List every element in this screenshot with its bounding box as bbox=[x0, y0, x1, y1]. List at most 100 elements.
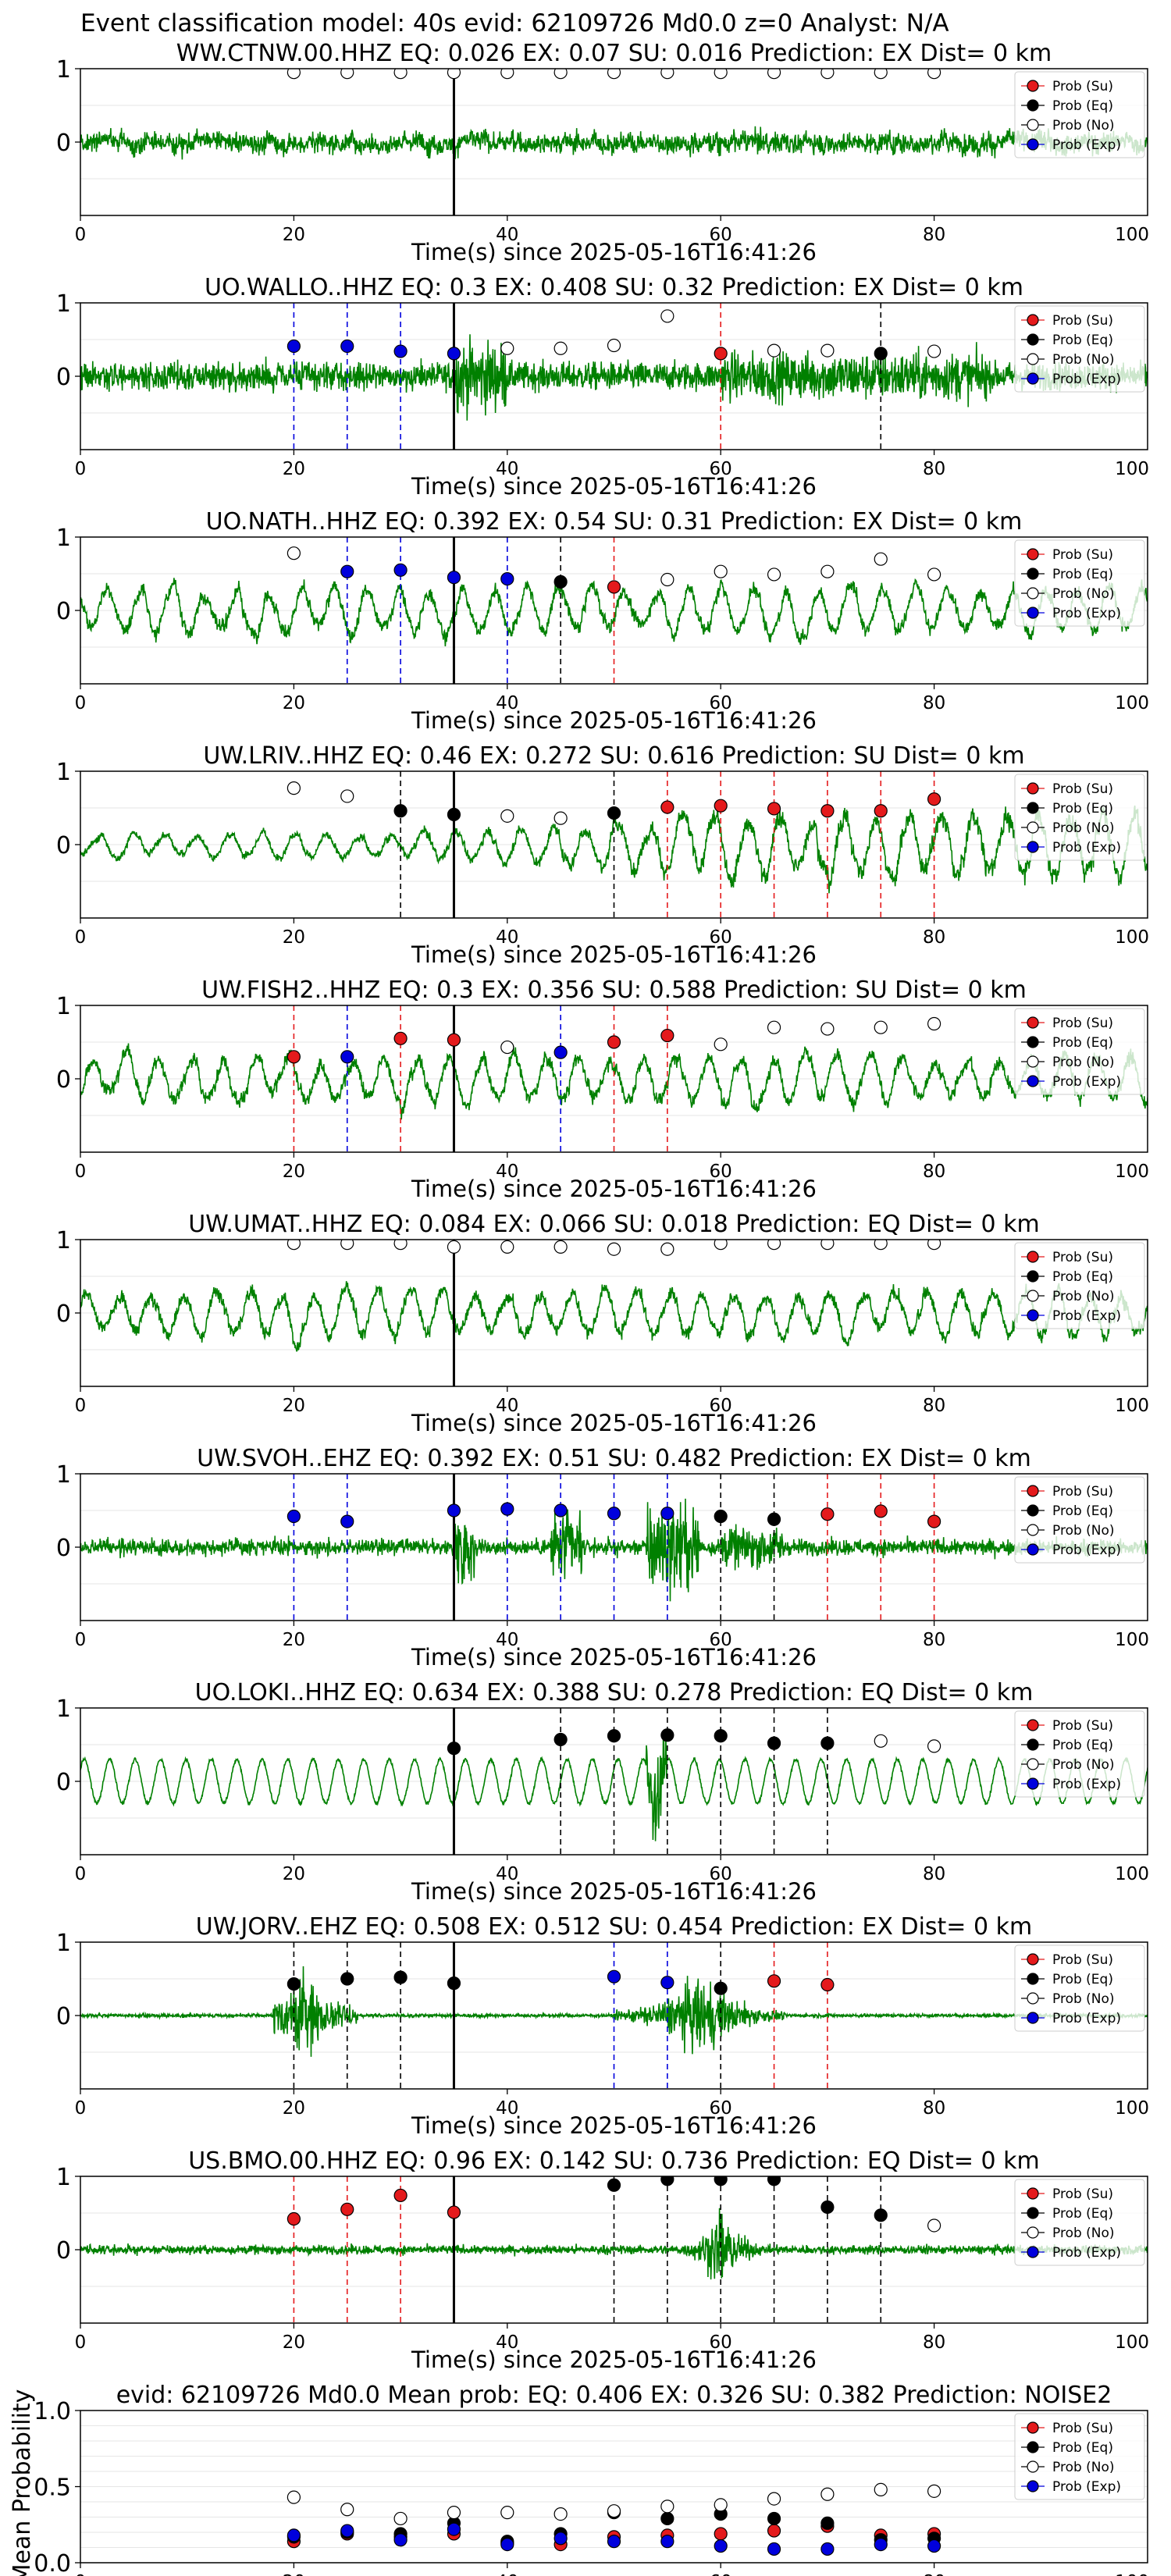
prob-point-eq bbox=[340, 1972, 354, 1986]
prob-point-su bbox=[820, 804, 835, 818]
prob-point-no bbox=[660, 69, 674, 80]
prob-point-no bbox=[874, 1020, 888, 1034]
waveform-trace bbox=[80, 334, 1148, 421]
legend-marker-eq bbox=[1027, 568, 1039, 580]
legend-label: Prob (Eq) bbox=[1052, 333, 1113, 348]
prob-point-exp bbox=[447, 347, 461, 361]
mean-prob-point-exp bbox=[660, 2535, 674, 2549]
legend-marker-su bbox=[1027, 1719, 1039, 1731]
prob-point-eq bbox=[287, 1976, 301, 1991]
legend-marker-su bbox=[1027, 548, 1039, 560]
y-tick-label: 0 bbox=[56, 1769, 71, 1796]
legend-box bbox=[1014, 1710, 1145, 1798]
mean-prob-point-exp bbox=[500, 2538, 514, 2552]
legend-label: Prob (No) bbox=[1052, 1757, 1115, 1773]
chart-panel-11: evid: 62109726 Md0.0 Mean prob: EQ: 0.40… bbox=[9, 2382, 1149, 2576]
x-axis-label: Time(s) since 2025-05-16T16:41:26 bbox=[411, 707, 817, 734]
y-tick-label: 0 bbox=[56, 1300, 71, 1328]
y-tick-label: 0 bbox=[56, 2003, 71, 2030]
legend-marker-eq bbox=[1027, 2207, 1039, 2219]
mean-prob-point-exp bbox=[820, 2542, 835, 2556]
legend-label: Prob (Eq) bbox=[1052, 567, 1113, 582]
prob-point-su bbox=[607, 1035, 621, 1049]
prob-point-no bbox=[874, 69, 888, 80]
mean-prob-point-no bbox=[287, 2490, 301, 2504]
x-tick-label: 60 bbox=[710, 1630, 732, 1650]
y-tick-label: 1 bbox=[56, 525, 71, 552]
legend-marker-exp bbox=[1027, 1543, 1039, 1556]
x-tick-label: 100 bbox=[1115, 693, 1149, 713]
legend-marker-no bbox=[1027, 1290, 1039, 1302]
legend-label: Prob (No) bbox=[1052, 1289, 1115, 1304]
legend-label: Prob (No) bbox=[1052, 820, 1115, 836]
prob-point-su bbox=[287, 2211, 301, 2226]
legend-label: Prob (No) bbox=[1052, 1523, 1115, 1539]
prob-point-no bbox=[500, 809, 514, 823]
legend-label: Prob (Exp) bbox=[1052, 1777, 1121, 1792]
legend-label: Prob (Exp) bbox=[1052, 137, 1121, 153]
plot-area bbox=[80, 69, 1148, 215]
mean-prob-point-eq bbox=[820, 2516, 835, 2530]
mean-prob-point-no bbox=[660, 2500, 674, 2514]
mean-prob-point-no bbox=[714, 2498, 728, 2512]
y-tick-label: 1 bbox=[56, 1227, 71, 1254]
legend-marker-eq bbox=[1027, 1504, 1039, 1517]
legend-label: Prob (Exp) bbox=[1052, 2011, 1121, 2026]
legend-marker-exp bbox=[1027, 841, 1039, 853]
prob-point-eq bbox=[767, 1512, 781, 1526]
waveform-trace bbox=[80, 1043, 1148, 1120]
prob-point-no bbox=[927, 1240, 941, 1251]
x-tick-label: 100 bbox=[1115, 927, 1149, 948]
prob-point-no bbox=[393, 1240, 408, 1251]
y-tick-label: 1 bbox=[56, 1461, 71, 1489]
legend-box bbox=[1014, 774, 1145, 861]
x-tick-label: 80 bbox=[923, 1630, 945, 1650]
legend-label: Prob (No) bbox=[1052, 586, 1115, 602]
mean-prob-point-exp bbox=[714, 2539, 728, 2553]
y-tick-label: 1 bbox=[56, 56, 71, 84]
legend-marker-su bbox=[1027, 80, 1039, 92]
legend-label: Prob (No) bbox=[1052, 352, 1115, 368]
prob-point-su bbox=[287, 1050, 301, 1064]
x-tick-label: 100 bbox=[1115, 1864, 1149, 1884]
prob-point-su bbox=[393, 2188, 408, 2203]
y-tick-label: 0 bbox=[56, 2237, 71, 2265]
waveform-trace bbox=[80, 1966, 1148, 2057]
prob-point-no bbox=[820, 564, 835, 578]
prob-point-su bbox=[447, 1033, 461, 1047]
x-axis-label: Time(s) since 2025-05-16T16:41:26 bbox=[411, 473, 817, 500]
legend-label: Prob (Exp) bbox=[1052, 606, 1121, 621]
prob-point-no bbox=[927, 69, 941, 80]
prob-point-no bbox=[820, 1240, 835, 1251]
legend-marker-no bbox=[1027, 1758, 1039, 1770]
y-tick-label: 1.0 bbox=[34, 2398, 71, 2425]
x-tick-label: 20 bbox=[283, 1864, 305, 1884]
x-axis-label: Time(s) since 2025-05-16T16:41:26 bbox=[411, 1176, 817, 1202]
y-tick-label: 1 bbox=[56, 290, 71, 318]
prob-point-eq bbox=[767, 2176, 781, 2186]
legend-label: Prob (Su) bbox=[1052, 79, 1113, 94]
x-tick-label: 0 bbox=[75, 693, 87, 713]
legend-box bbox=[1014, 1944, 1145, 2032]
prob-point-su bbox=[660, 800, 674, 814]
prob-point-exp bbox=[287, 339, 301, 354]
prob-point-eq bbox=[820, 2200, 835, 2215]
x-tick-label: 20 bbox=[283, 1396, 305, 1416]
y-tick-label: 0 bbox=[56, 598, 71, 625]
prob-point-no bbox=[714, 1037, 728, 1051]
mean-prob-point-exp bbox=[874, 2538, 888, 2552]
legend-marker-exp bbox=[1027, 2246, 1039, 2258]
prob-point-no bbox=[500, 1240, 514, 1254]
y-axis-label: Mean Probability bbox=[9, 2389, 36, 2576]
prob-point-exp bbox=[660, 1976, 674, 1990]
legend-marker-no bbox=[1027, 587, 1039, 600]
mean-prob-point-no bbox=[553, 2507, 568, 2521]
chart-panel-9: UW.JORV..EHZ EQ: 0.508 EX: 0.512 SU: 0.4… bbox=[56, 1913, 1149, 2139]
legend-label: Prob (Su) bbox=[1052, 2186, 1113, 2202]
plot-area bbox=[287, 2482, 941, 2556]
legend-marker-no bbox=[1027, 119, 1039, 131]
x-tick-label: 40 bbox=[496, 2098, 518, 2119]
x-tick-label: 60 bbox=[710, 927, 732, 948]
prob-point-su bbox=[927, 1514, 941, 1528]
legend-marker-su bbox=[1027, 1953, 1039, 1966]
